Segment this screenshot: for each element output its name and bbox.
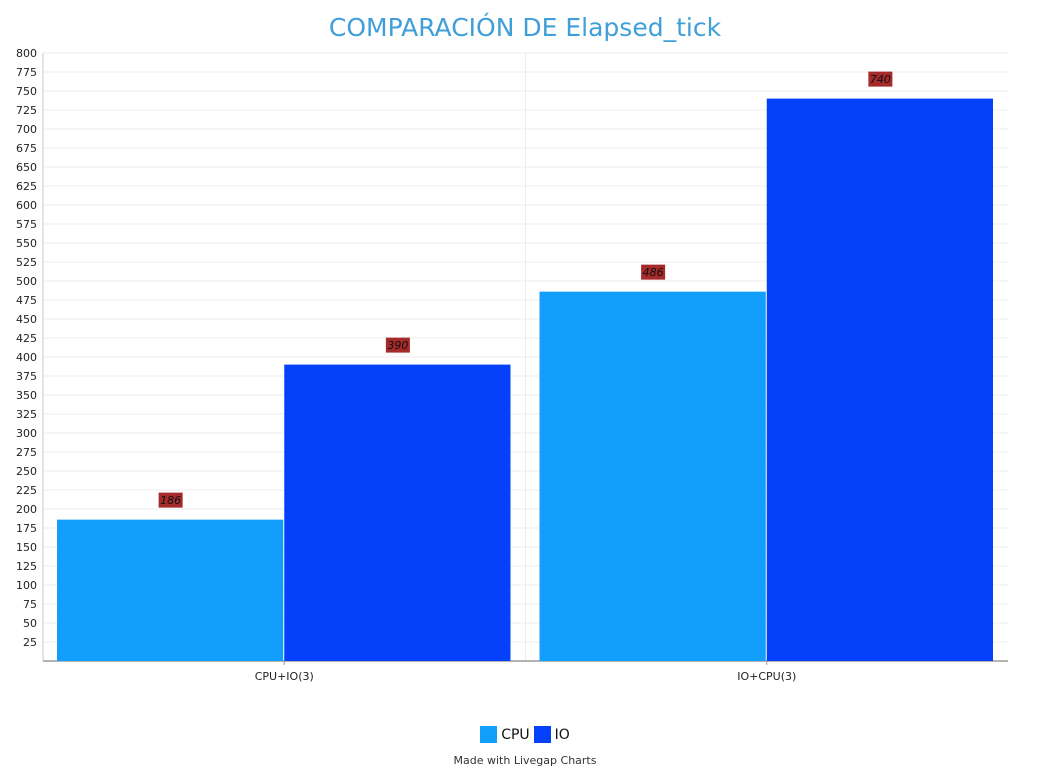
legend-swatch-cpu [480,726,498,743]
y-tick-label: 650 [16,161,37,174]
data-label-bg [158,492,183,508]
y-tick-label: 700 [16,123,37,136]
y-tick-label: 50 [23,617,37,630]
bar-cpu [57,519,284,661]
y-tick-label: 100 [16,579,37,592]
y-tick-label: 450 [16,313,37,326]
legend-item-cpu[interactable]: CPU [480,726,530,743]
y-tick-label: 750 [16,85,37,98]
y-tick-label: 675 [16,142,37,155]
bar-chart: COMPARACIÓN DE Elapsed_tick 25 50 75 100 125 1… [16,12,1008,683]
y-tick-label: 525 [16,256,37,269]
chart-title: COMPARACIÓN DE Elapsed_tick [329,12,722,42]
data-label-bg [868,71,893,87]
data-label: 186 [160,494,181,507]
y-tick-label: 425 [16,332,37,345]
y-tick-label: 250 [16,465,37,478]
y-tick-label: 150 [16,541,37,554]
data-label: 740 [870,73,891,86]
y-tick-label: 600 [16,199,37,212]
y-tick-label: 775 [16,66,37,79]
data-label: 486 [643,266,664,279]
y-tick-label: 25 [23,636,37,649]
y-tick-label: 575 [16,218,37,231]
x-tick-label: IO+CPU(3) [737,670,796,683]
y-tick-label: 275 [16,446,37,459]
y-tick-label: 350 [16,389,37,402]
y-tick-label: 400 [16,351,37,364]
y-tick-label: 325 [16,408,37,421]
y-tick-label: 200 [16,503,37,516]
bar-cpu [539,291,766,661]
legend-swatch-io [533,726,551,743]
y-tick-label: 475 [16,294,37,307]
data-label: 390 [387,339,408,352]
y-tick-label: 175 [16,522,37,535]
legend-item-io[interactable]: IO [533,726,570,743]
y-tick-label: 800 [16,47,37,60]
y-tick-label: 75 [23,598,37,611]
y-tick-label: 125 [16,560,37,573]
y-tick-label: 625 [16,180,37,193]
y-tick-label: 500 [16,275,37,288]
legend: CPU IO [0,726,1050,743]
y-tick-label: 725 [16,104,37,117]
credit-text: Made with Livegap Charts [453,754,597,767]
y-tick-label: 300 [16,427,37,440]
bar-io [766,98,993,662]
data-label-bg [641,264,666,280]
legend-label-io: IO [554,726,570,743]
bar-io [284,364,511,661]
x-tick-label: CPU+IO(3) [255,670,314,683]
legend-label-cpu: CPU [501,726,530,743]
y-tick-label: 225 [16,484,37,497]
y-tick-label: 375 [16,370,37,383]
y-tick-label: 550 [16,237,37,250]
data-label-bg [385,337,410,353]
